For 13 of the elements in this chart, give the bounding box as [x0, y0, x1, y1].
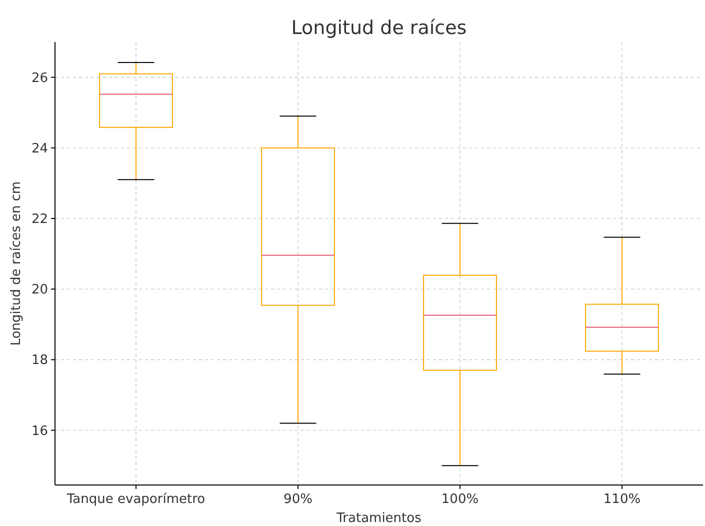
- x-axis-title: Tratamientos: [336, 511, 422, 526]
- x-tick-label: Tanque evaporímetro: [66, 492, 206, 507]
- y-tick-label: 22: [31, 212, 48, 228]
- x-tick-label: 90%: [284, 492, 312, 507]
- y-tick-label: 24: [31, 141, 48, 156]
- y-tick-label: 26: [31, 70, 48, 86]
- chart-title: Longitud de raíces: [291, 17, 467, 39]
- y-axis-title: Longitud de raíces en cm: [9, 181, 24, 346]
- y-tick-label: 18: [31, 353, 48, 368]
- x-tick-label: 110%: [603, 492, 641, 507]
- y-tick-label: 16: [31, 424, 48, 439]
- x-tick-label: 100%: [441, 492, 479, 507]
- y-tick-label: 20: [31, 282, 48, 298]
